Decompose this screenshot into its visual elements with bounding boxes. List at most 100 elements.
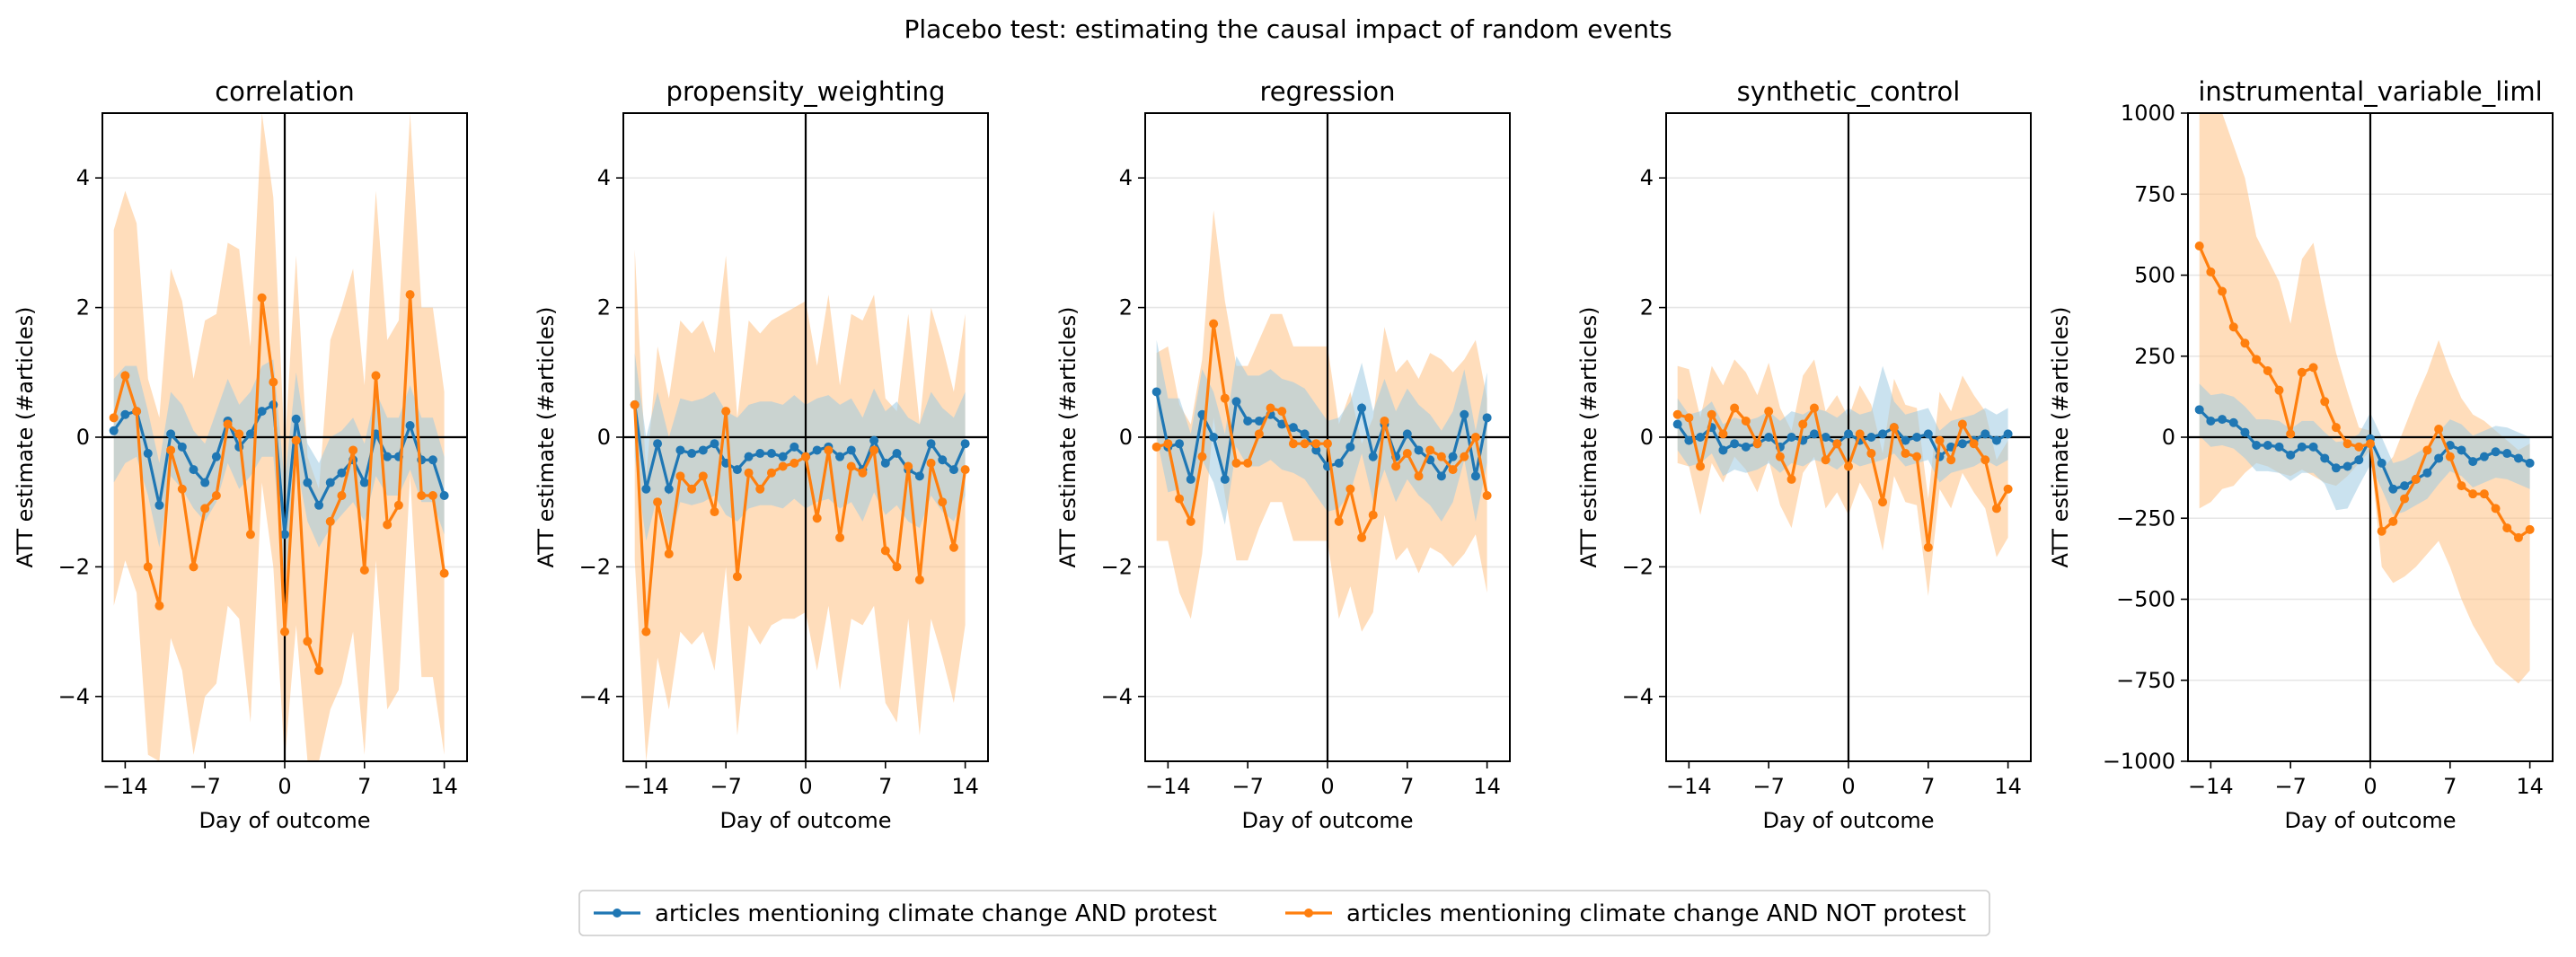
data-point [280,627,289,637]
legend-entry-2: articles mentioning climate change AND N… [1285,900,1966,927]
data-point [417,490,427,500]
x-axis-label: Day of outcome [1241,808,1413,833]
data-point [1786,433,1796,442]
data-point [1300,439,1310,449]
x-axis-label: Day of outcome [1762,808,1934,833]
data-point [2218,286,2228,296]
x-axis-label: Day of outcome [719,808,891,833]
data-point [1798,419,1808,429]
data-point [766,468,776,478]
data-point [109,426,119,435]
data-point [858,468,868,478]
data-point [1878,497,1888,507]
x-tick-label: 14 [951,774,979,799]
plot-area [102,113,467,761]
data-point [1730,439,1740,449]
data-point [303,478,313,487]
data-point [383,452,393,461]
data-point [2240,338,2250,348]
data-point [1368,452,1378,461]
data-point [892,562,902,572]
plot-area [2188,113,2553,761]
data-point [2422,445,2432,455]
data-point [1684,413,1694,423]
data-point [154,601,164,610]
data-point [653,439,663,449]
data-point [2218,415,2228,425]
data-point [1809,429,1819,439]
data-point [2479,452,2489,461]
data-point [1764,433,1774,442]
data-point [812,445,822,455]
data-point [1254,416,1264,426]
data-point [325,478,335,487]
data-point [2491,504,2501,514]
data-point [1981,455,1990,465]
data-point [1345,484,1355,494]
data-point [1460,452,1469,461]
data-point [2263,365,2272,375]
data-point [234,429,244,439]
data-point [189,465,198,475]
y-tick-label: 4 [1640,165,1654,190]
data-point [1391,461,1401,471]
confidence-band-series-1 [1677,365,2008,483]
data-point [1414,471,1424,481]
y-tick-label: 0 [597,425,611,450]
data-point [2457,445,2466,455]
data-point [325,516,335,526]
data-point [405,290,415,300]
data-point [641,627,651,637]
legend-entry-1: articles mentioning climate change AND p… [594,900,1217,927]
data-point [200,478,210,487]
y-tick-label: 4 [597,165,611,190]
data-point [189,562,198,572]
y-tick-label: −2 [579,554,611,579]
y-tick-label: −4 [1101,684,1133,709]
data-point [938,455,948,465]
data-point [904,461,913,471]
data-point [223,419,233,429]
y-tick-label: 0 [1119,425,1133,450]
data-point [1186,516,1195,526]
data-point [2445,452,2455,461]
data-point [2354,455,2364,465]
data-point [428,490,437,500]
data-point [1209,319,1219,329]
data-point [1482,413,1492,423]
data-point [812,514,822,523]
data-point [698,471,708,481]
x-tick-label: 14 [1473,774,1501,799]
panel-1: −14 −7 0 7 14 −4 −2 0 2 4 correlation Day of outcom… [13,76,468,833]
data-point [1707,409,1716,419]
x-axis-label: Day of outcome [198,808,370,833]
data-point [2434,453,2444,463]
data-point [1243,458,1253,468]
data-point [732,572,742,582]
data-point [1786,474,1796,484]
data-point [1209,433,1219,442]
data-point [1718,429,1728,439]
data-point [778,452,788,461]
data-point [1368,510,1378,520]
data-point [744,468,754,478]
y-tick-label: 500 [2134,263,2175,288]
data-point [755,449,765,459]
panel-title: synthetic_control [1737,76,1961,107]
data-point [1718,445,1728,455]
y-axis-label: ATT estimate (#articles) [1576,307,1601,568]
data-point [405,421,415,431]
x-tick-label: 14 [430,774,458,799]
data-point [732,465,742,475]
y-tick-label: −2 [1101,554,1133,579]
data-point [1186,474,1195,484]
data-point [1231,397,1241,407]
data-point [359,566,369,575]
data-point [2354,442,2364,452]
data-point [2468,489,2478,499]
data-point [1844,429,1853,439]
data-point [1991,504,2001,514]
data-point [755,484,765,494]
data-point [1334,516,1344,526]
